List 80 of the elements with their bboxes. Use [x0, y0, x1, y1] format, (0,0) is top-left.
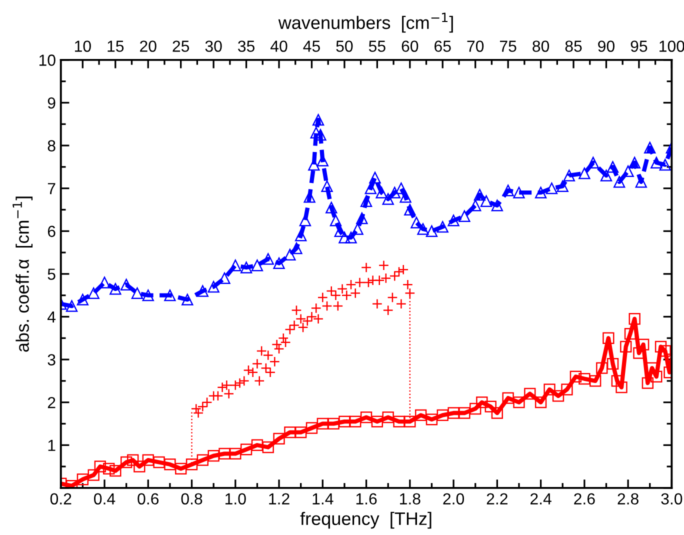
x2-tick-label: 85	[565, 40, 582, 52]
point	[372, 298, 382, 310]
x2-tick-label: 90	[598, 40, 614, 52]
x2-tick-label: 80	[532, 40, 550, 52]
point	[256, 346, 267, 356]
x-tick-label: 2.2	[486, 493, 508, 504]
x2-tick-label: 20	[140, 40, 156, 52]
point	[269, 356, 280, 367]
x-tick-label: 2.0	[443, 493, 464, 505]
x-tick-label: 1.6	[356, 493, 377, 505]
x-tick-label: 2.8	[618, 493, 638, 505]
x2-tick-label: 65	[434, 40, 451, 52]
x2-axis-title: wavenumbers [cm$^{−1}$]	[278, 12, 453, 33]
x2-tick-label: 55	[368, 40, 386, 52]
x2-tick-label: 100	[660, 40, 684, 52]
point	[217, 382, 228, 393]
y-tick-label: 6	[48, 226, 56, 238]
x2-tick-label: 10	[75, 40, 91, 52]
y-tick-label: 10	[39, 54, 56, 66]
point	[402, 279, 414, 290]
y-tick-label: 2	[48, 396, 56, 408]
x-tick-label: 0.8	[181, 493, 202, 505]
y-tick-label: 9	[48, 97, 56, 109]
point	[310, 302, 322, 314]
x-tick-label: 1.8	[400, 493, 420, 505]
x2-tick-label: 75	[500, 40, 516, 52]
x-tick-label: 1.0	[226, 493, 246, 505]
y-tick-label: 7	[48, 183, 56, 194]
point	[341, 290, 352, 301]
point	[221, 380, 232, 390]
x-axis-title: frequency [THz]	[300, 512, 432, 529]
x2-tick-label: 70	[467, 40, 484, 52]
y-tick-label: 4	[48, 312, 56, 323]
point	[332, 300, 344, 312]
y-tick-label: 1	[48, 440, 56, 451]
x2-tick-label: 15	[108, 40, 124, 52]
point	[260, 362, 272, 374]
y-tick-label: 5	[48, 268, 56, 280]
x-tick-label: 1.4	[312, 493, 334, 504]
point	[224, 388, 234, 400]
y-tick-label: 8	[48, 140, 56, 152]
point	[361, 262, 372, 273]
point	[317, 292, 328, 303]
point	[243, 364, 254, 376]
x2-tick-label: 95	[630, 40, 648, 52]
x2-tick-label: 60	[402, 40, 418, 52]
point	[265, 367, 276, 378]
x2-tick-label: 50	[336, 40, 353, 52]
x2-tick-label: 30	[205, 40, 222, 52]
x-tick-label: 2.4	[530, 493, 552, 504]
x2-tick-label: 40	[270, 40, 288, 52]
point	[326, 286, 337, 296]
point	[248, 367, 258, 378]
x-tick-label: 2.6	[574, 493, 595, 505]
point	[346, 279, 356, 290]
point	[387, 292, 398, 303]
point	[350, 288, 361, 298]
x2-tick-label: 35	[238, 40, 254, 52]
x2-tick-label: 45	[303, 40, 320, 52]
x-tick-label: 0.2	[50, 493, 72, 505]
point	[378, 260, 390, 271]
point	[212, 390, 224, 402]
point	[262, 350, 274, 361]
x2-tick-label: 25	[172, 40, 190, 52]
point	[254, 376, 265, 386]
point	[382, 305, 394, 316]
point	[306, 311, 318, 322]
point	[404, 288, 416, 298]
x-tick-label: 3.0	[661, 493, 682, 505]
point	[252, 358, 262, 370]
y-tick-label: 3	[48, 354, 56, 366]
point	[313, 314, 324, 324]
point	[396, 298, 406, 310]
y-axis-title: abs. coeff.α [cm$^{−1}$]	[12, 196, 33, 352]
point	[354, 277, 366, 288]
point	[291, 305, 302, 316]
x-tick-label: 1.2	[269, 493, 290, 504]
point	[322, 300, 332, 312]
x-tick-label: 0.4	[94, 493, 116, 505]
x-tick-label: 0.6	[138, 493, 159, 505]
